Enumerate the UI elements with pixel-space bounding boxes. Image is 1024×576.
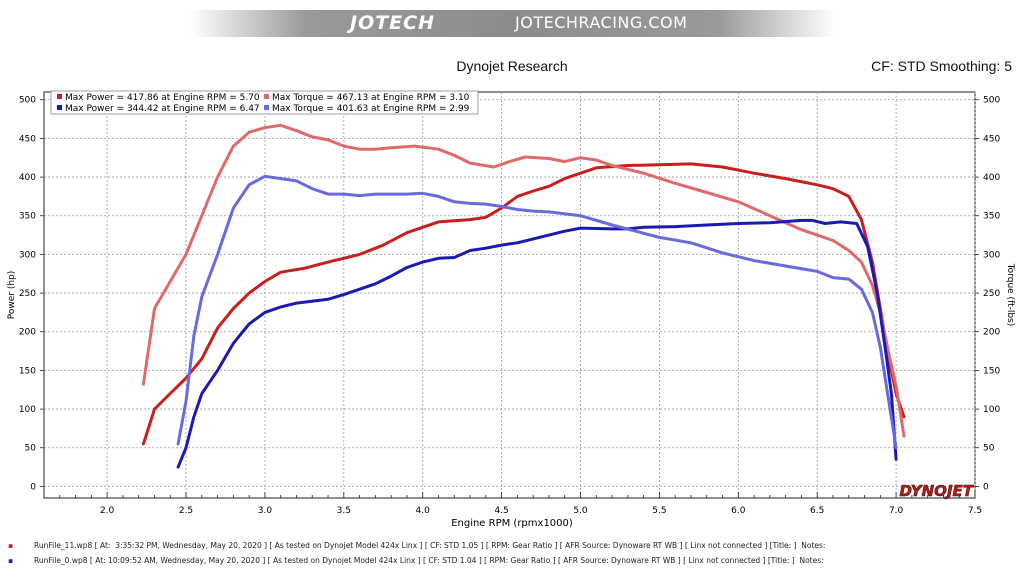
legend-swatch-run1-power xyxy=(57,94,62,99)
x-tick-label: 3.0 xyxy=(258,506,273,516)
x-tick-label: 4.5 xyxy=(494,506,508,516)
legend-entry-run1-torque: Max Torque = 467.13 at Engine RPM = 3.10 xyxy=(272,93,470,103)
dynojet-logo: DYNOJET xyxy=(899,482,974,500)
jotech-logo: JOTECH xyxy=(350,12,436,34)
x-tick-label: 5.0 xyxy=(573,506,588,516)
x-tick-label: 6.0 xyxy=(731,506,746,516)
axis-ticks: 2.0 2.5 3.0 3.5 4.0 4.5 5.0 5.5 6.0 6.5 7.0 7.5 0 0 50… xyxy=(19,96,1001,516)
x-axis-label: Engine RPM (rpmx1000) xyxy=(451,518,573,529)
y-tick-label-right: 200 xyxy=(983,328,1000,338)
legend-entry-run1-power: Max Power = 417.86 at Engine RPM = 5.70 xyxy=(65,93,260,103)
y-tick-label-left: 150 xyxy=(19,366,36,376)
y-axis-label-left: Power (hp) xyxy=(7,271,17,320)
y-tick-label-right: 150 xyxy=(983,366,1000,376)
x-tick-label: 7.0 xyxy=(889,506,904,516)
footer-run2: ▪ RunFile_0.wp8 [ At: 10:09:52 AM, Wednes… xyxy=(8,556,824,565)
legend-entry-run2-torque: Max Torque = 401.63 at Engine RPM = 2.99 xyxy=(272,104,470,114)
y-tick-label-left: 100 xyxy=(19,405,36,415)
site-url: JOTECHRACING.COM xyxy=(515,13,688,32)
legend-swatch-run2-torque xyxy=(264,105,269,110)
x-tick-label: 2.5 xyxy=(179,506,193,516)
footer-run2-text: RunFile_0.wp8 [ At: 10:09:52 AM, Wednesd… xyxy=(34,556,824,565)
plot-frame xyxy=(43,91,976,499)
series-line-run2-power xyxy=(176,218,898,469)
y-axis-label-right: Torque (ft-lbs) xyxy=(1005,263,1015,327)
run1-color-dot: ▪ xyxy=(8,541,14,550)
series-lines xyxy=(141,123,906,469)
legend-entry-run2-power: Max Power = 344.42 at Engine RPM = 6.47 xyxy=(65,104,260,114)
header-banner: JOTECH JOTECHRACING.COM xyxy=(190,10,835,37)
y-tick-label-left: 300 xyxy=(19,250,36,260)
chart-title: Dynojet Research xyxy=(456,58,568,74)
footer-run1-text: RunFile_11.wp8 [ At: 3:35:32 PM, Wednesd… xyxy=(34,541,826,550)
correction-factor-label: CF: STD Smoothing: 5 xyxy=(871,58,1012,74)
y-tick-label-right: 400 xyxy=(983,173,1000,183)
x-tick-label: 6.5 xyxy=(810,506,824,516)
y-tick-label-right: 50 xyxy=(983,444,995,454)
y-tick-label-right: 250 xyxy=(983,289,1000,299)
y-tick-label-left: 450 xyxy=(19,134,36,144)
series-line-run1-power xyxy=(141,162,906,446)
y-tick-label-left: 500 xyxy=(19,96,36,106)
x-tick-label: 4.0 xyxy=(416,506,431,516)
y-tick-label-right: 500 xyxy=(983,96,1000,106)
y-tick-label-left: 0 xyxy=(30,482,36,492)
legend: Max Power = 417.86 at Engine RPM = 5.70 … xyxy=(50,90,479,115)
x-tick-label: 5.5 xyxy=(652,506,666,516)
footer-run1: ▪ RunFile_11.wp8 [ At: 3:35:32 PM, Wednes… xyxy=(8,541,825,550)
y-tick-label-left: 350 xyxy=(19,212,36,222)
y-tick-label-right: 100 xyxy=(983,405,1000,415)
y-tick-label-left: 250 xyxy=(19,289,36,299)
legend-swatch-run2-power xyxy=(57,105,62,110)
y-tick-label-right: 300 xyxy=(983,250,1000,260)
legend-swatch-run1-torque xyxy=(264,94,269,99)
x-tick-label: 3.5 xyxy=(337,506,351,516)
y-tick-label-right: 450 xyxy=(983,134,1000,144)
y-tick-label-right: 0 xyxy=(983,482,989,492)
y-tick-label-right: 350 xyxy=(983,212,1000,222)
legend-box xyxy=(50,90,479,115)
series-line-run1-torque xyxy=(141,123,906,438)
y-tick-label-left: 50 xyxy=(25,444,37,454)
y-tick-label-left: 400 xyxy=(19,173,36,183)
x-tick-label: 7.5 xyxy=(968,506,982,516)
run2-color-dot: ▪ xyxy=(8,556,14,565)
y-tick-label-left: 200 xyxy=(19,328,36,338)
series-line-run2-torque xyxy=(176,174,898,450)
grid xyxy=(44,92,976,498)
x-tick-label: 2.0 xyxy=(100,506,115,516)
